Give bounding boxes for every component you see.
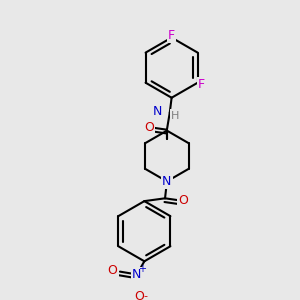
Text: O: O — [178, 194, 188, 207]
Text: N: N — [153, 105, 162, 118]
Text: N: N — [132, 268, 142, 281]
Text: O: O — [144, 121, 154, 134]
Text: O: O — [107, 264, 117, 277]
Text: H: H — [171, 111, 180, 121]
Text: F: F — [168, 29, 175, 42]
Text: F: F — [198, 78, 205, 91]
Text: -: - — [143, 291, 147, 300]
Text: O: O — [135, 290, 145, 300]
Text: +: + — [137, 264, 146, 274]
Text: N: N — [162, 175, 172, 188]
